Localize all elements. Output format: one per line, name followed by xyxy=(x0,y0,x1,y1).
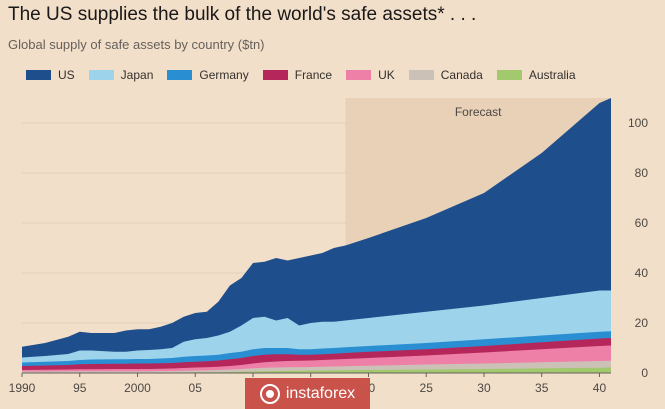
legend-swatch-us xyxy=(26,70,51,80)
legend-swatch-japan xyxy=(88,70,114,80)
watermark: instaforex xyxy=(245,378,370,409)
x-tick-label-2035: 35 xyxy=(535,381,549,395)
legend-label-canada: Canada xyxy=(440,68,483,82)
legend-label-us: US xyxy=(58,68,75,82)
x-tick-label-1990: 1990 xyxy=(9,381,36,395)
x-tick-label-2005: 05 xyxy=(189,381,203,395)
y-tick-label-60: 60 xyxy=(635,216,649,230)
legend-item-us: US xyxy=(26,68,75,82)
watermark-text: instaforex xyxy=(285,384,356,402)
legend-item-japan: Japan xyxy=(88,68,154,82)
x-tick-label-2030: 30 xyxy=(477,381,491,395)
x-tick-label-2040: 40 xyxy=(593,381,607,395)
x-tick-label-2000: 2000 xyxy=(124,381,151,395)
y-tick-label-80: 80 xyxy=(635,166,649,180)
legend-label-uk: UK xyxy=(378,68,395,82)
legend-swatch-canada xyxy=(408,70,434,80)
legend-item-germany: Germany xyxy=(167,68,249,82)
legend: US Japan Germany France UK Canada Austra… xyxy=(26,68,576,82)
y-tick-label-40: 40 xyxy=(635,266,649,280)
area-australia xyxy=(22,367,611,373)
y-tick-label-100: 100 xyxy=(628,116,648,130)
chart-title: The US supplies the bulk of the world's … xyxy=(8,4,477,25)
legend-label-germany: Germany xyxy=(199,68,249,82)
legend-label-australia: Australia xyxy=(528,68,576,82)
x-tick-label-2025: 25 xyxy=(420,381,434,395)
legend-item-australia: Australia xyxy=(496,68,576,82)
legend-item-france: France xyxy=(262,68,333,82)
legend-swatch-france xyxy=(262,70,288,80)
legend-swatch-uk xyxy=(346,70,372,80)
legend-item-uk: UK xyxy=(346,68,395,82)
legend-label-france: France xyxy=(294,68,333,82)
chart-subtitle: Global supply of safe assets by country … xyxy=(8,37,265,52)
legend-item-canada: Canada xyxy=(408,68,483,82)
area-us xyxy=(22,98,611,373)
x-tick-label-1995: 95 xyxy=(73,381,87,395)
y-tick-label-20: 20 xyxy=(635,316,649,330)
legend-swatch-australia xyxy=(496,70,522,80)
legend-swatch-germany xyxy=(167,70,193,80)
instaforex-logo-icon xyxy=(259,383,280,404)
forecast-label: Forecast xyxy=(455,105,502,119)
legend-label-japan: Japan xyxy=(120,68,154,82)
y-tick-label-0: 0 xyxy=(641,366,648,380)
